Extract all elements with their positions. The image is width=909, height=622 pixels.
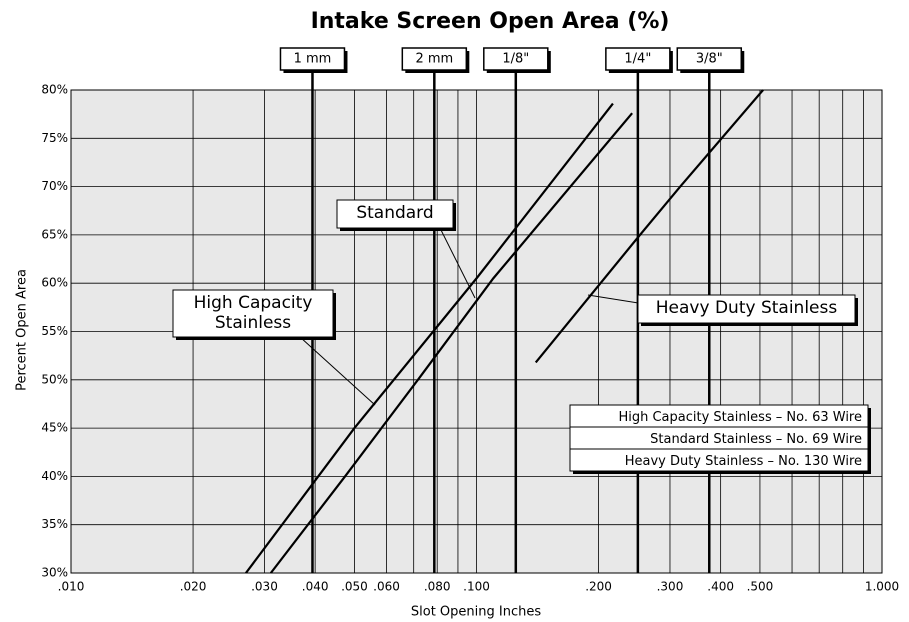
- y-tick-label: 50%: [41, 372, 68, 386]
- x-tick-label: .080: [424, 580, 451, 594]
- marker-label: 3/8": [696, 52, 723, 67]
- leader-line: [439, 227, 476, 299]
- legend-wire: – No. 69 Wire: [776, 432, 862, 447]
- y-tick-label: 35%: [41, 517, 68, 531]
- y-tick-label: 75%: [41, 131, 68, 145]
- legend-row: [569, 448, 869, 472]
- x-tick-label: .400: [707, 580, 734, 594]
- x-axis-label: Slot Opening Inches: [411, 605, 541, 620]
- y-tick-label: 55%: [41, 324, 68, 338]
- y-tick-label: 30%: [41, 566, 68, 580]
- legend-name: Standard Stainless: [650, 432, 772, 447]
- x-tick-label: .020: [180, 580, 207, 594]
- x-tick-label: .050: [341, 580, 368, 594]
- x-tick-label: .300: [657, 580, 684, 594]
- x-tick-label: .040: [302, 580, 329, 594]
- legend-entry: Standard Stainless – No. 69 Wire: [650, 432, 862, 447]
- x-tick-label: 1.000: [865, 580, 899, 594]
- y-tick-label: 80%: [41, 83, 68, 97]
- y-tick-label: 70%: [41, 179, 68, 193]
- x-tick-label: .010: [58, 580, 85, 594]
- annotation-text: High Capacity: [194, 293, 313, 313]
- legend-entry: Heavy Duty Stainless – No. 130 Wire: [625, 454, 862, 469]
- leader-line: [587, 294, 639, 304]
- annotation-box: [172, 289, 334, 338]
- marker-box: [605, 47, 671, 71]
- annotation-box: [336, 199, 454, 229]
- plot-frame: [70, 89, 883, 574]
- marker-label: 2 mm: [415, 52, 453, 67]
- y-tick-label: 45%: [41, 421, 68, 435]
- marker-label: 1/8": [502, 52, 529, 67]
- marker-label: 1/4": [624, 52, 651, 67]
- line: [269, 112, 633, 574]
- leader-line: [299, 336, 376, 406]
- x-tick-label: .060: [373, 580, 400, 594]
- legend-wire: – No. 130 Wire: [767, 454, 862, 469]
- annotation-text: Stainless: [215, 313, 291, 333]
- x-tick-label: .200: [585, 580, 612, 594]
- marker-box: [279, 47, 346, 71]
- x-tick-label: .030: [251, 580, 278, 594]
- y-tick-label: 40%: [41, 469, 68, 483]
- x-tick-label: .100: [463, 580, 490, 594]
- line: [534, 89, 764, 364]
- legend-wire: – No. 63 Wire: [776, 410, 862, 425]
- annotation-text: Standard: [356, 203, 433, 223]
- legend-name: Heavy Duty Stainless: [625, 454, 764, 469]
- x-tick-label: .500: [747, 580, 774, 594]
- legend-name: High Capacity Stainless: [618, 410, 772, 425]
- y-tick-label: 65%: [41, 227, 68, 241]
- legend-entry: High Capacity Stainless – No. 63 Wire: [618, 410, 862, 425]
- chart-title: Intake Screen Open Area (%): [311, 9, 670, 34]
- marker-box: [676, 47, 743, 71]
- y-tick-label: 60%: [41, 276, 68, 290]
- annotation-text: Heavy Duty Stainless: [656, 298, 838, 318]
- line: [245, 102, 614, 574]
- annotation-box: [637, 294, 856, 324]
- marker-box: [401, 47, 468, 71]
- marker-box: [483, 47, 549, 71]
- y-axis-label: Percent Open Area: [15, 269, 30, 391]
- marker-label: 1 mm: [294, 52, 332, 67]
